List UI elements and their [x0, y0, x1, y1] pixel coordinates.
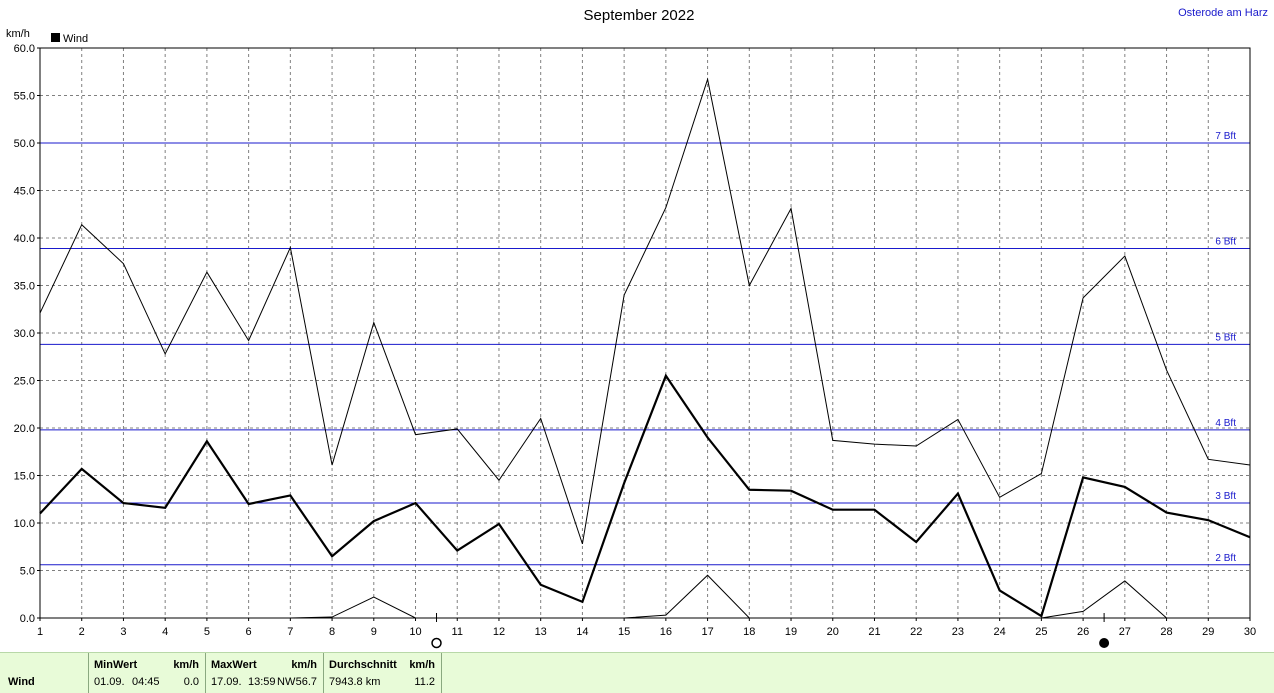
x-tick-label: 21: [868, 626, 880, 638]
x-tick-label: 19: [785, 626, 797, 638]
location-label: Osterode am Harz: [1178, 7, 1268, 19]
max-date: 17.09.: [211, 676, 242, 688]
y-tick-label: 0.0: [20, 613, 35, 625]
y-tick-label: 15.0: [14, 471, 35, 483]
avg-value: 11.2: [414, 676, 435, 688]
x-tick-label: 11: [452, 626, 463, 638]
y-tick-label: 50.0: [14, 138, 35, 150]
x-tick-label: 17: [701, 626, 713, 638]
avg-unit: km/h: [409, 659, 435, 671]
stats-footer: Wind MinWert km/h 01.09. 04:45 0.0 MaxWe…: [0, 652, 1274, 693]
x-tick-label: 25: [1035, 626, 1047, 638]
x-tick-label: 1: [37, 626, 43, 638]
legend-swatch: [51, 33, 60, 42]
y-axis-unit: km/h: [6, 28, 30, 40]
beaufort-label: 3 Bft: [1215, 491, 1236, 502]
x-tick-label: 10: [409, 626, 421, 638]
x-tick-label: 15: [618, 626, 630, 638]
avg-distance: 7943.8 km: [329, 676, 381, 688]
x-tick-label: 26: [1077, 626, 1089, 638]
y-tick-label: 20.0: [14, 423, 35, 435]
x-tick-label: 9: [371, 626, 377, 638]
y-tick-label: 35.0: [14, 281, 35, 293]
beaufort-label: 6 Bft: [1215, 236, 1236, 247]
max-value: 56.7: [295, 676, 317, 688]
x-tick-label: 3: [120, 626, 126, 638]
chart-title: September 2022: [584, 7, 695, 24]
x-tick-label: 8: [329, 626, 335, 638]
x-tick-label: 12: [493, 626, 505, 638]
series-line: [40, 574, 1250, 619]
y-tick-label: 40.0: [14, 233, 35, 245]
x-tick-label: 2: [79, 626, 85, 638]
y-tick-label: 5.0: [20, 566, 35, 578]
series-line: [39, 373, 1251, 618]
beaufort-label: 7 Bft: [1215, 131, 1236, 142]
y-tick-label: 55.0: [14, 91, 35, 103]
series-lines: [39, 77, 1251, 619]
y-tick-label: 25.0: [14, 376, 35, 388]
moon-markers: [431, 613, 1110, 649]
new-moon-icon: [1099, 638, 1110, 648]
min-header: MinWert: [94, 659, 138, 671]
x-tick-label: 22: [910, 626, 922, 638]
avg-cell: Durchschnitt km/h 7943.8 km 11.2: [323, 653, 442, 693]
x-tick-label: 23: [952, 626, 964, 638]
x-tick-label: 18: [743, 626, 755, 638]
full-moon-icon: [431, 637, 442, 649]
wind-chart: September 2022 Osterode am Harz km/h Win…: [6, 7, 1268, 649]
stats-row-label-cell: Wind: [0, 653, 89, 693]
beaufort-label: 5 Bft: [1215, 332, 1236, 343]
x-tick-label: 7: [287, 626, 293, 638]
y-tick-label: 30.0: [14, 328, 35, 340]
min-cell: MinWert km/h 01.09. 04:45 0.0: [88, 653, 206, 693]
x-tick-label: 5: [204, 626, 210, 638]
stats-row-label: Wind: [8, 676, 35, 688]
min-time: 04:45: [132, 676, 160, 688]
x-tick-label: 27: [1119, 626, 1131, 638]
y-tick-label: 60.0: [14, 43, 35, 55]
max-header: MaxWert: [211, 659, 257, 671]
axes: 0.0 5.0 10.0 15.0 20.0 25.0 30.0 35.0 40.0 45.0 50…: [14, 43, 1257, 638]
x-tick-label: 28: [1160, 626, 1172, 638]
grid: [40, 47, 1250, 618]
x-tick-label: 13: [535, 626, 547, 638]
min-date: 01.09.: [94, 676, 125, 688]
x-tick-label: 20: [827, 626, 839, 638]
max-time: 13:59: [248, 676, 276, 688]
avg-header: Durchschnitt: [329, 659, 397, 671]
max-direction: NW: [277, 676, 296, 688]
x-tick-label: 29: [1202, 626, 1214, 638]
max-unit: km/h: [291, 659, 317, 671]
x-tick-label: 30: [1244, 626, 1256, 638]
beaufort-label: 2 Bft: [1215, 553, 1236, 564]
x-tick-label: 24: [994, 626, 1006, 638]
beaufort-lines: 2 Bft 3 Bft 4 Bft 5 Bft 6 Bft 7 Bft: [40, 131, 1250, 566]
x-tick-label: 14: [576, 626, 588, 638]
legend-label: Wind: [63, 33, 88, 45]
beaufort-label: 4 Bft: [1215, 418, 1236, 429]
min-unit: km/h: [173, 659, 199, 671]
y-tick-label: 10.0: [14, 518, 35, 530]
x-tick-label: 6: [246, 626, 252, 638]
max-cell: MaxWert km/h 17.09. 13:59 NW 56.7: [205, 653, 324, 693]
x-tick-label: 16: [660, 626, 672, 638]
min-value: 0.0: [183, 676, 199, 688]
x-tick-label: 4: [162, 626, 168, 638]
series-line: [39, 77, 1251, 545]
y-tick-label: 45.0: [14, 186, 35, 198]
